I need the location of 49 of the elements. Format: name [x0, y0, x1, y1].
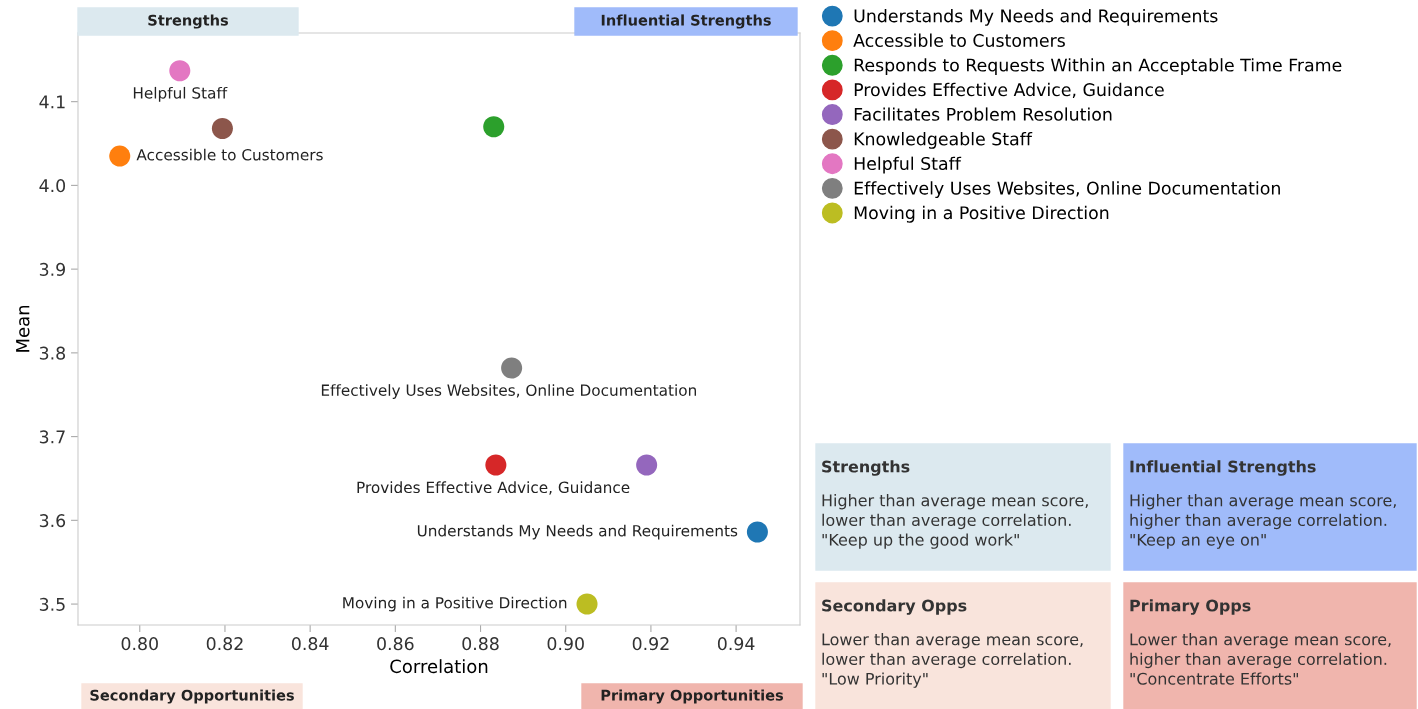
legend-label: Responds to Requests Within an Acceptable Time Frame	[854, 58, 1342, 75]
point	[636, 454, 658, 476]
y-tick-label: 3.6	[39, 514, 66, 528]
legend-label: Accessible to Customers	[853, 33, 1065, 47]
point	[576, 593, 598, 615]
annotation: Understands My Needs and Requirements	[417, 524, 738, 540]
legend-label: Knowledgeable Staff	[854, 132, 1033, 149]
legend-label: Provides Effective Advice, Guidance	[854, 82, 1164, 98]
x-tick-label: 0.80	[121, 637, 158, 651]
annotation: Accessible to Customers	[136, 148, 323, 161]
y-tick-label: 4.0	[39, 179, 66, 193]
point	[485, 454, 507, 476]
legend-label: Facilitates Problem Resolution	[854, 107, 1112, 121]
text: Secondary Opps Lower than average mean score, lower than average correlation. "Low Priority"	[822, 599, 1083, 688]
y-axis-title: Mean	[16, 305, 30, 352]
y-tick-label: 3.5	[39, 597, 65, 611]
x-tick-label: 0.84	[291, 637, 329, 651]
x-tick-label: 0.90	[547, 637, 584, 651]
point	[169, 60, 191, 82]
legend-label: Effectively Uses Websites, Online Documentation	[854, 181, 1280, 199]
x-tick-label: 0.92	[632, 637, 669, 651]
annotation: Helpful Staff	[133, 86, 228, 102]
text: Primary Opportunities	[601, 689, 784, 704]
x-axis-title: Correlation	[390, 659, 488, 674]
x-tick-label: 0.82	[206, 637, 243, 651]
point	[483, 116, 505, 138]
x-tick-label: 0.94	[717, 637, 755, 651]
x-tick-label: 0.86	[377, 637, 414, 651]
y-tick-label: 3.7	[39, 430, 65, 444]
annotation: Moving in a Positive Direction	[343, 596, 567, 612]
text: Primary Opps Lower than average mean score, higher than average correlation. "Concentrate Efforts"	[1130, 599, 1391, 685]
text: Influential Strengths Higher than average mean score, higher than average correlation. "Keep an eye on"	[1130, 460, 1396, 549]
y-tick-label: 3.9	[39, 262, 65, 276]
point	[501, 357, 523, 379]
y-tick-label: 4.1	[39, 95, 65, 109]
legend-label: Moving in a Positive Direction	[854, 205, 1109, 223]
legend-label: Helpful Staff	[854, 156, 962, 174]
x-tick-label: 0.88	[462, 637, 499, 651]
point	[109, 145, 131, 167]
annotation: Effectively Uses Websites, Online Documentation	[321, 384, 696, 399]
y-tick-label: 3.8	[39, 346, 66, 360]
text: Secondary Opportunities	[90, 689, 294, 704]
text: Strengths Higher than average mean score, lower than average correlation. "Keep up the good work"	[822, 460, 1088, 549]
point	[211, 117, 233, 139]
annotation: Provides Effective Advice, Guidance	[357, 481, 630, 495]
text: Strengths	[148, 14, 229, 29]
legend-label: Understands My Needs and Requirements	[854, 8, 1218, 26]
text: Influential Strengths	[601, 14, 771, 29]
point	[746, 521, 768, 543]
